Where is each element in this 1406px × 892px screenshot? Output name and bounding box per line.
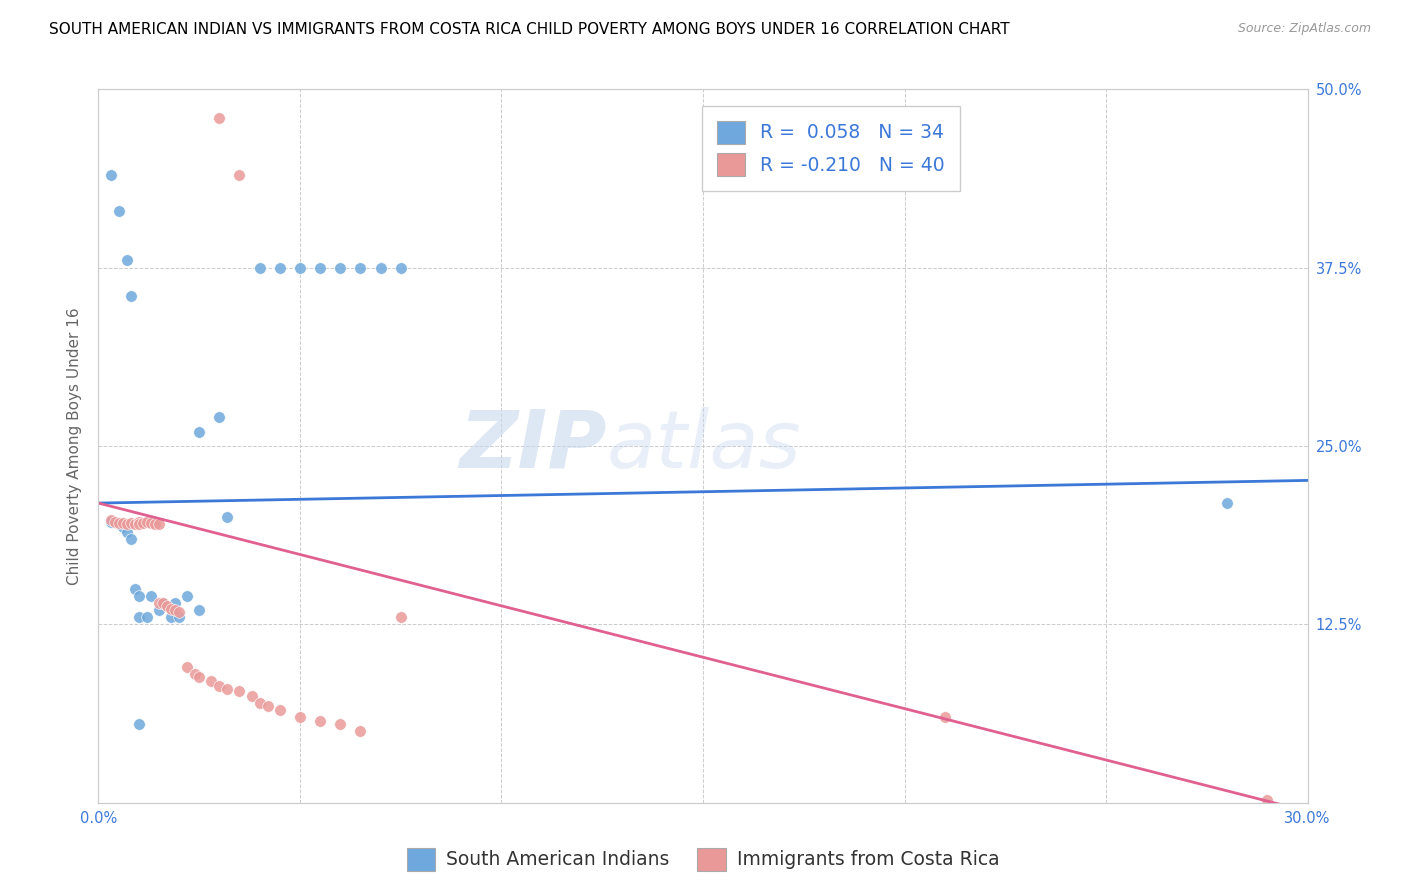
Point	[128, 589, 150, 603]
Point	[188, 425, 211, 439]
Point	[188, 670, 211, 684]
Point	[167, 610, 190, 624]
Y-axis label: Child Poverty Among Boys Under 16: Child Poverty Among Boys Under 16	[66, 307, 82, 585]
Point	[160, 610, 183, 624]
Text: Source: ZipAtlas.com: Source: ZipAtlas.com	[1237, 22, 1371, 36]
Point	[148, 596, 170, 610]
Point	[934, 710, 956, 724]
Legend: South American Indians, Immigrants from Costa Rica: South American Indians, Immigrants from …	[399, 840, 1007, 878]
Point	[208, 410, 231, 425]
Point	[115, 253, 138, 268]
Point	[132, 516, 155, 530]
Point	[128, 517, 150, 532]
Point	[120, 516, 142, 530]
Point	[111, 520, 134, 534]
Text: atlas: atlas	[606, 407, 801, 485]
Point	[124, 582, 146, 596]
Point	[163, 596, 186, 610]
Point	[139, 516, 162, 530]
Point	[389, 610, 412, 624]
Point	[217, 681, 239, 696]
Point	[256, 698, 278, 713]
Point	[100, 513, 122, 527]
Point	[111, 516, 134, 530]
Point	[115, 517, 138, 532]
Point	[228, 684, 250, 698]
Point	[269, 703, 291, 717]
Point	[329, 260, 352, 275]
Point	[249, 260, 271, 275]
Point	[389, 260, 412, 275]
Point	[208, 679, 231, 693]
Text: SOUTH AMERICAN INDIAN VS IMMIGRANTS FROM COSTA RICA CHILD POVERTY AMONG BOYS UND: SOUTH AMERICAN INDIAN VS IMMIGRANTS FROM…	[49, 22, 1010, 37]
Point	[288, 260, 311, 275]
Point	[115, 524, 138, 539]
Legend: R =  0.058   N = 34, R = -0.210   N = 40: R = 0.058 N = 34, R = -0.210 N = 40	[702, 106, 960, 191]
Point	[152, 596, 174, 610]
Point	[156, 599, 179, 613]
Point	[217, 510, 239, 524]
Point	[135, 610, 157, 624]
Point	[309, 260, 332, 275]
Point	[128, 717, 150, 731]
Point	[139, 589, 162, 603]
Point	[143, 517, 166, 532]
Point	[269, 260, 291, 275]
Point	[107, 516, 129, 530]
Point	[148, 517, 170, 532]
Point	[370, 260, 392, 275]
Point	[120, 532, 142, 546]
Point	[120, 289, 142, 303]
Point	[188, 603, 211, 617]
Point	[128, 515, 150, 529]
Point	[309, 714, 332, 729]
Point	[152, 596, 174, 610]
Point	[103, 515, 125, 529]
Point	[208, 111, 231, 125]
Point	[124, 517, 146, 532]
Point	[228, 168, 250, 182]
Point	[1216, 496, 1239, 510]
Point	[240, 689, 263, 703]
Point	[100, 168, 122, 182]
Point	[100, 515, 122, 529]
Point	[128, 610, 150, 624]
Point	[349, 260, 371, 275]
Point	[329, 717, 352, 731]
Text: ZIP: ZIP	[458, 407, 606, 485]
Point	[176, 660, 198, 674]
Point	[160, 601, 183, 615]
Point	[148, 603, 170, 617]
Point	[176, 589, 198, 603]
Point	[167, 605, 190, 619]
Point	[1256, 793, 1278, 807]
Point	[107, 517, 129, 532]
Point	[288, 710, 311, 724]
Point	[163, 603, 186, 617]
Point	[200, 674, 222, 689]
Point	[184, 667, 207, 681]
Point	[249, 696, 271, 710]
Point	[349, 724, 371, 739]
Point	[135, 515, 157, 529]
Point	[107, 203, 129, 218]
